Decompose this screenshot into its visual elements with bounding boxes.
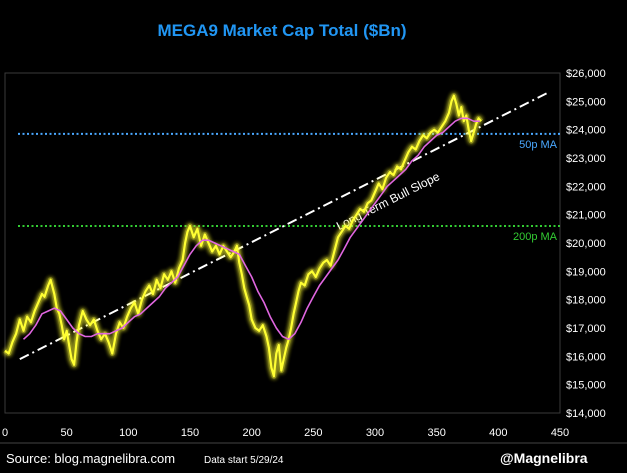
y-tick-label: $20,000 [566, 238, 606, 250]
x-tick-label: 300 [366, 427, 384, 439]
source-text: Source: blog.magnelibra.com [6, 451, 176, 466]
moving-average-levels: 50p MA 200p MA [18, 132, 560, 243]
x-tick-label: 200 [242, 427, 260, 439]
y-tick-label: $14,000 [566, 408, 606, 420]
handle-text: @Magnelibra [500, 450, 588, 466]
y-tick-label: $21,000 [566, 210, 606, 222]
price-series-glow [3, 93, 483, 379]
y-tick-label: $22,000 [566, 181, 606, 193]
x-tick-label: 100 [119, 427, 137, 439]
ma50-label: 50p MA [519, 139, 558, 151]
x-tick-label: 250 [304, 427, 322, 439]
y-axis: $14,000 $15,000 $16,000 $17,000 $18,000 $19,0… [566, 68, 606, 420]
plot-border [4, 72, 561, 414]
x-tick-label: 400 [489, 427, 507, 439]
y-tick-label: $15,000 [566, 380, 606, 392]
x-tick-label: 50 [61, 427, 73, 439]
y-tick-label: $23,000 [566, 153, 606, 165]
chart-title: MEGA9 Market Cap Total ($Bn) [157, 21, 406, 40]
y-tick-label: $26,000 [566, 68, 606, 80]
price-series-line [4, 94, 482, 378]
ma20-series-line [22, 117, 480, 341]
y-tick-label: $16,000 [566, 351, 606, 363]
x-tick-label: 450 [551, 427, 569, 439]
ma200-label: 200p MA [513, 231, 558, 243]
y-tick-label: $25,000 [566, 96, 606, 108]
y-tick-label: $19,000 [566, 266, 606, 278]
trend-line [19, 91, 549, 361]
x-tick-label: 350 [427, 427, 445, 439]
x-tick-label: 150 [181, 427, 199, 439]
data-start-text: Data start 5/29/24 [204, 455, 284, 466]
y-tick-label: $17,000 [566, 323, 606, 335]
x-axis: 0 50 100 150 200 250 300 350 400 450 [2, 427, 569, 439]
y-tick-label: $18,000 [566, 295, 606, 307]
y-tick-label: $24,000 [566, 125, 606, 137]
series-layer [3, 93, 483, 379]
x-tick-label: 0 [2, 427, 8, 439]
plot-frame [4, 72, 561, 414]
